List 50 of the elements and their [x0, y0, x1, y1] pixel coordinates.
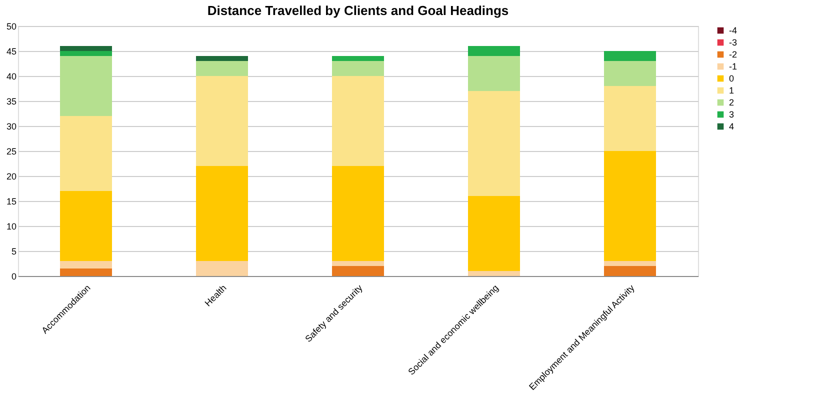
- bar: [604, 261, 656, 266]
- y-tick-label: 10: [6, 222, 16, 232]
- bar: [196, 56, 248, 61]
- bar: [60, 46, 112, 51]
- bar: [332, 261, 384, 266]
- bar: [196, 166, 248, 261]
- bar: [468, 91, 520, 196]
- bar: [332, 76, 384, 166]
- bar: [468, 56, 520, 91]
- bar: [604, 51, 656, 61]
- y-tick-label: 50: [6, 22, 16, 32]
- bar: [468, 196, 520, 271]
- bar: [196, 261, 248, 276]
- y-tick-label: 20: [6, 172, 16, 182]
- y-tick-label: 15: [6, 196, 16, 206]
- y-tick-label: 45: [6, 46, 16, 56]
- legend-label: 1: [729, 86, 734, 96]
- legend-label: 0: [729, 74, 734, 84]
- bar: [468, 271, 520, 276]
- legend-label: 2: [729, 98, 734, 108]
- y-tick-label: 35: [6, 96, 16, 106]
- bar: [60, 116, 112, 191]
- bar: [60, 51, 112, 56]
- bar: [196, 76, 248, 166]
- y-tick-label: 25: [6, 146, 16, 156]
- legend-label: 4: [729, 122, 734, 132]
- y-tick-label: 40: [6, 72, 16, 82]
- bar: [604, 266, 656, 276]
- bar: [332, 266, 384, 276]
- bar: [468, 46, 520, 56]
- bar: [60, 56, 112, 116]
- bar: [332, 61, 384, 76]
- y-tick-label: 5: [11, 246, 16, 256]
- y-tick-label: 30: [6, 122, 16, 132]
- bar: [604, 151, 656, 261]
- bar: [196, 61, 248, 76]
- legend-label: -1: [729, 62, 738, 72]
- legend-label: -3: [729, 38, 738, 48]
- bar: [60, 261, 112, 268]
- bar: [332, 166, 384, 261]
- legend-label: -4: [729, 26, 738, 36]
- legend-label: -2: [729, 50, 738, 60]
- bar: [604, 86, 656, 151]
- bar: [60, 268, 112, 276]
- bar: [60, 191, 112, 261]
- legend-label: 3: [729, 110, 734, 120]
- bar: [604, 61, 656, 86]
- y-tick-label: 0: [11, 272, 16, 282]
- bar: [332, 56, 384, 61]
- chart-title: Distance Travelled by Clients and Goal Headings: [207, 3, 509, 18]
